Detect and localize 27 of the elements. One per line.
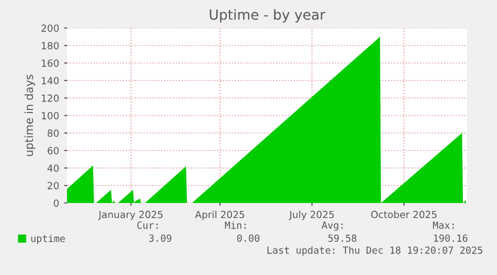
y-tick-label: 60 bbox=[48, 146, 59, 154]
chart-title: Uptime - by year bbox=[210, 9, 326, 23]
text: 0.00 bbox=[237, 234, 260, 242]
legend-label: uptime bbox=[31, 234, 65, 244]
text: 190.16 bbox=[434, 234, 468, 242]
y-axis-title: uptime in days bbox=[24, 74, 36, 156]
text: Max: bbox=[432, 222, 454, 229]
y-tick-label: 140 bbox=[42, 76, 59, 84]
text: 3.09 bbox=[149, 234, 172, 242]
y-tick-label: 80 bbox=[48, 129, 59, 137]
y-tick-label: 20 bbox=[48, 182, 59, 190]
text: 59.58 bbox=[328, 234, 356, 242]
text: Last update: Thu Dec 18 19:20:07 2025 bbox=[267, 246, 482, 256]
text: Min: bbox=[224, 221, 246, 229]
x-tick-label: October 2025 bbox=[371, 210, 437, 218]
y-tick-label: 100 bbox=[42, 112, 59, 120]
x-tick-label: July 2025 bbox=[288, 210, 334, 220]
y-tick-label: 200 bbox=[42, 24, 59, 32]
y-tick-label: 40 bbox=[47, 164, 59, 172]
x-tick-label: January 2025 bbox=[98, 210, 162, 220]
text: Cur: bbox=[137, 221, 158, 229]
y-tick-label: 160 bbox=[42, 59, 59, 67]
y-tick-label: 180 bbox=[42, 42, 59, 50]
y-tick-label: 120 bbox=[42, 94, 59, 102]
text: Avg: bbox=[322, 222, 343, 231]
y-tick-label: 0 bbox=[54, 199, 59, 207]
x-tick-label: April 2025 bbox=[195, 210, 244, 220]
